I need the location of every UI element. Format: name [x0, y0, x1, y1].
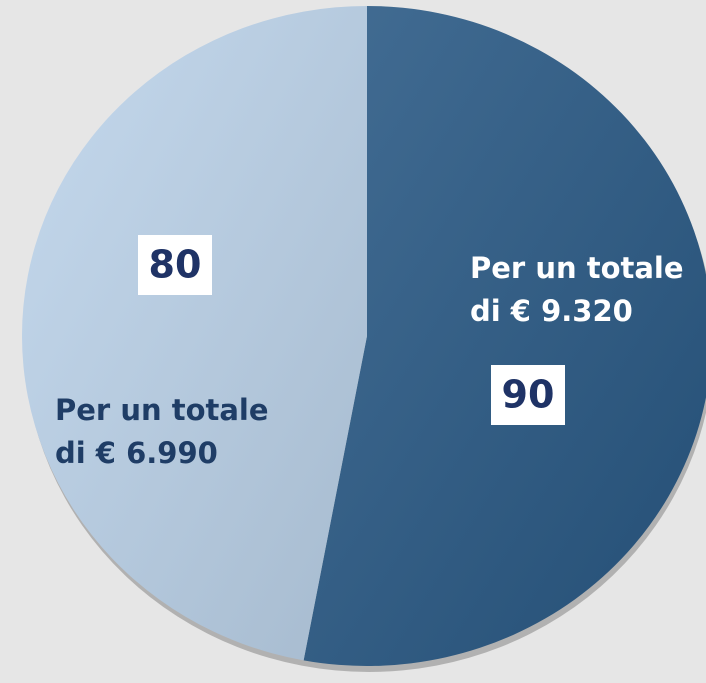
- slice-shade: [303, 6, 706, 666]
- slice-shade: [21, 6, 367, 661]
- value-label: 80: [149, 243, 202, 287]
- annotation: di € 6.990: [55, 436, 218, 470]
- value-label-box: [138, 235, 212, 295]
- annotation: Per un totale: [55, 393, 269, 427]
- annotation: di € 9.320: [470, 294, 633, 328]
- value-label-box: [491, 365, 565, 425]
- annotation: Per un totale: [470, 251, 684, 285]
- value-label: 90: [502, 373, 555, 417]
